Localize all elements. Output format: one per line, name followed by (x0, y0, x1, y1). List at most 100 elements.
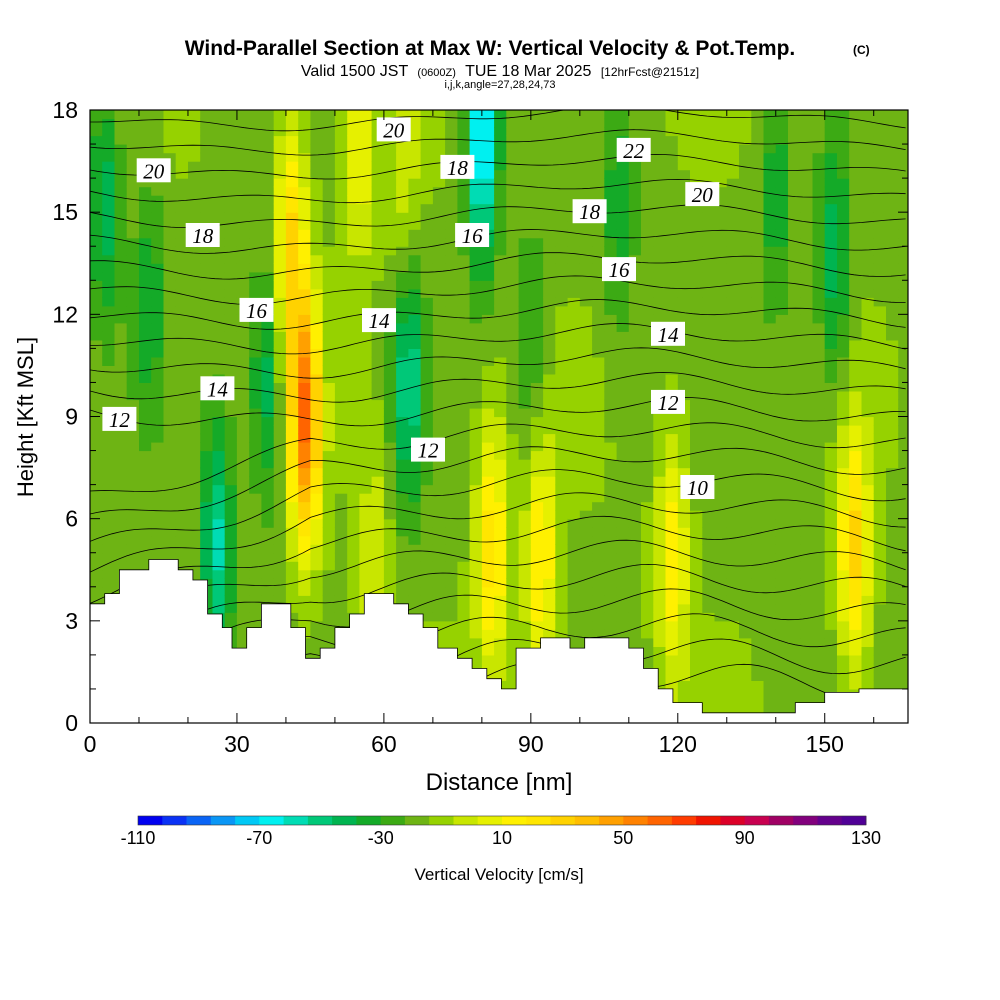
velocity-cell (616, 442, 630, 452)
velocity-cell (408, 220, 422, 230)
velocity-cell (788, 144, 801, 154)
velocity-cell (420, 144, 434, 154)
velocity-cell (886, 186, 899, 196)
velocity-cell (469, 373, 483, 383)
velocity-cell (714, 586, 728, 596)
velocity-cell (714, 654, 728, 664)
velocity-cell (408, 203, 422, 213)
velocity-cell (506, 620, 520, 630)
velocity-cell (139, 442, 152, 452)
velocity-cell (751, 203, 765, 213)
velocity-cell (677, 348, 691, 358)
velocity-cell (359, 365, 373, 375)
velocity-cell (702, 399, 716, 409)
velocity-cell (249, 408, 262, 418)
velocity-cell (249, 527, 262, 537)
velocity-cell (579, 254, 593, 264)
velocity-cell (837, 305, 850, 315)
velocity-cell (775, 646, 789, 656)
velocity-cell (188, 161, 201, 171)
velocity-cell (653, 450, 667, 460)
velocity-cell (114, 501, 128, 511)
velocity-cell (175, 518, 189, 528)
velocity-cell (224, 203, 238, 213)
velocity-cell (273, 518, 287, 528)
velocity-cell (285, 408, 299, 418)
velocity-cell (298, 501, 311, 511)
velocity-cell (347, 161, 360, 171)
velocity-cell (653, 501, 667, 511)
velocity-cell (506, 110, 520, 120)
velocity-cell (824, 127, 838, 137)
velocity-cell (249, 603, 262, 613)
velocity-cell (824, 629, 838, 639)
velocity-cell (469, 186, 483, 196)
velocity-cell (886, 552, 899, 562)
velocity-cell (481, 646, 495, 656)
velocity-cell (849, 331, 862, 341)
velocity-cell (90, 586, 103, 596)
velocity-cell (163, 127, 177, 137)
velocity-cell (126, 203, 140, 213)
velocity-cell (653, 603, 667, 613)
velocity-cell (873, 288, 887, 298)
velocity-cell (347, 399, 360, 409)
velocity-cell (396, 229, 409, 239)
velocity-cell (139, 229, 152, 239)
velocity-cell (861, 169, 875, 179)
velocity-cell (641, 612, 654, 622)
velocity-cell (739, 527, 752, 537)
velocity-cell (824, 484, 838, 494)
velocity-cell (310, 322, 324, 332)
velocity-cell (739, 186, 752, 196)
velocity-cell (126, 552, 140, 562)
velocity-cell (898, 561, 908, 571)
velocity-cell (886, 484, 899, 494)
velocity-cell (420, 169, 434, 179)
velocity-cell (408, 331, 422, 341)
velocity-cell (175, 339, 189, 349)
velocity-cell (739, 305, 752, 315)
velocity-cell (604, 339, 618, 349)
velocity-cell (432, 297, 446, 307)
velocity-cell (677, 688, 691, 698)
velocity-cell (812, 348, 826, 358)
velocity-cell (812, 408, 826, 418)
velocity-cell (616, 603, 630, 613)
velocity-cell (775, 688, 789, 698)
velocity-cell (322, 391, 336, 401)
velocity-cell (555, 603, 569, 613)
velocity-cell (861, 425, 875, 435)
velocity-cell (604, 535, 618, 545)
theta-label-box (185, 223, 220, 247)
velocity-cell (849, 314, 862, 324)
velocity-cell (690, 425, 703, 435)
velocity-cell (775, 314, 789, 324)
velocity-cell (653, 484, 667, 494)
velocity-cell (702, 425, 716, 435)
velocity-cell (726, 697, 740, 707)
velocity-cell (175, 408, 189, 418)
velocity-cell (788, 544, 801, 554)
velocity-cell (432, 314, 446, 324)
velocity-cell (628, 161, 642, 171)
velocity-cell (334, 144, 348, 154)
velocity-cell (567, 161, 581, 171)
velocity-cell (837, 561, 850, 571)
velocity-cell (114, 399, 128, 409)
velocity-cell (641, 561, 654, 571)
velocity-cell (310, 348, 324, 358)
velocity-cell (457, 348, 471, 358)
velocity-cell (812, 237, 826, 247)
velocity-cell (555, 416, 569, 426)
velocity-cell (665, 586, 679, 596)
velocity-cell (273, 263, 287, 273)
velocity-cell (273, 229, 287, 239)
velocity-cell (824, 663, 838, 673)
velocity-cell (824, 144, 838, 154)
velocity-cell (347, 586, 360, 596)
velocity-cell (788, 135, 801, 145)
velocity-cell (494, 365, 507, 375)
velocity-cell (481, 467, 495, 477)
